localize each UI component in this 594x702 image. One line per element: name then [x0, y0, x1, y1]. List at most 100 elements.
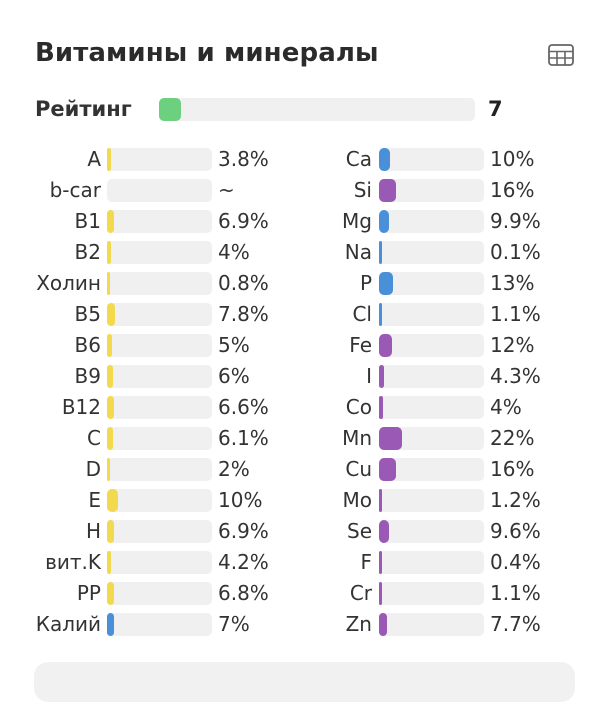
table-icon[interactable] — [548, 44, 574, 66]
vitamin-bar-fill — [107, 551, 111, 574]
mineral-bar — [379, 241, 484, 264]
vitamin-row: Холин 0.8% — [0, 269, 300, 300]
mineral-row: Na 0.1% — [282, 238, 582, 269]
vitamin-name: B9 — [74, 364, 101, 388]
mineral-bar — [379, 210, 484, 233]
mineral-row: Ca 10% — [282, 145, 582, 176]
mineral-percent: 16% — [490, 457, 535, 481]
vitamin-bar — [107, 179, 212, 202]
mineral-row: P 13% — [282, 269, 582, 300]
mineral-name: Se — [347, 519, 372, 543]
mineral-percent: 9.9% — [490, 209, 541, 233]
vitamin-row: C 6.1% — [0, 424, 300, 455]
vitamin-percent: 6.8% — [218, 581, 269, 605]
mineral-bar-fill — [379, 334, 392, 357]
mineral-name: Zn — [345, 612, 372, 636]
mineral-bar — [379, 582, 484, 605]
rating-label: Рейтинг — [35, 97, 132, 121]
vitamin-row: B6 5% — [0, 331, 300, 362]
mineral-bar — [379, 148, 484, 171]
mineral-bar-fill — [379, 582, 382, 605]
vitamin-bar — [107, 520, 212, 543]
vitamin-percent: 7% — [218, 612, 250, 636]
vitamin-percent: 0.8% — [218, 271, 269, 295]
vitamin-row: B1 6.9% — [0, 207, 300, 238]
mineral-name: Mn — [342, 426, 372, 450]
vitamin-row: Калий 7% — [0, 610, 300, 641]
mineral-name: Mg — [342, 209, 372, 233]
vitamin-percent: 2% — [218, 457, 250, 481]
vitamin-bar — [107, 272, 212, 295]
mineral-bar-fill — [379, 551, 382, 574]
vitamin-bar-fill — [107, 241, 111, 264]
mineral-name: Cr — [349, 581, 372, 605]
vitamin-percent: 10% — [218, 488, 263, 512]
mineral-bar-fill — [379, 272, 393, 295]
vitamin-name: B2 — [74, 240, 101, 264]
vitamin-row: E 10% — [0, 486, 300, 517]
mineral-bar — [379, 272, 484, 295]
vitamin-bar — [107, 241, 212, 264]
vitamin-row: H 6.9% — [0, 517, 300, 548]
vitamin-bar — [107, 613, 212, 636]
vitamin-bar-fill — [107, 210, 114, 233]
mineral-bar — [379, 365, 484, 388]
mineral-bar-fill — [379, 179, 396, 202]
mineral-bar-fill — [379, 489, 382, 512]
vitamin-name: C — [87, 426, 101, 450]
mineral-percent: 9.6% — [490, 519, 541, 543]
vitamin-name: PP — [76, 581, 101, 605]
vitamin-percent: 6% — [218, 364, 250, 388]
vitamin-percent: 7.8% — [218, 302, 269, 326]
mineral-bar — [379, 520, 484, 543]
mineral-bar — [379, 613, 484, 636]
rating-bar-fill — [159, 98, 181, 121]
vitamin-name: D — [85, 457, 101, 481]
mineral-bar-fill — [379, 396, 383, 419]
mineral-name: Mo — [342, 488, 373, 512]
vitamin-row: A 3.8% — [0, 145, 300, 176]
bottom-panel — [34, 662, 575, 702]
vitamin-bar-fill — [107, 303, 115, 326]
vitamin-name: Калий — [35, 612, 101, 636]
vitamin-row: B9 6% — [0, 362, 300, 393]
mineral-percent: 4% — [490, 395, 522, 419]
mineral-row: I 4.3% — [282, 362, 582, 393]
mineral-percent: 4.3% — [490, 364, 541, 388]
mineral-percent: 1.2% — [490, 488, 541, 512]
mineral-name: Co — [345, 395, 372, 419]
mineral-row: Zn 7.7% — [282, 610, 582, 641]
mineral-name: Fe — [349, 333, 372, 357]
mineral-bar — [379, 334, 484, 357]
vitamin-bar — [107, 551, 212, 574]
vitamin-bar-fill — [107, 396, 114, 419]
mineral-bar-fill — [379, 365, 384, 388]
mineral-name: F — [360, 550, 372, 574]
mineral-percent: 1.1% — [490, 302, 541, 326]
mineral-bar-fill — [379, 148, 390, 171]
vitamin-percent: 3.8% — [218, 147, 269, 171]
vitamin-name: Холин — [36, 271, 101, 295]
mineral-name: Cl — [352, 302, 372, 326]
mineral-percent: 16% — [490, 178, 535, 202]
mineral-name: I — [366, 364, 372, 388]
vitamin-bar-fill — [107, 520, 114, 543]
vitamin-name: вит.K — [45, 550, 101, 574]
vitamin-bar-fill — [107, 582, 114, 605]
mineral-row: Mo 1.2% — [282, 486, 582, 517]
vitamin-row: B5 7.8% — [0, 300, 300, 331]
mineral-bar — [379, 427, 484, 450]
vitamin-name: B6 — [74, 333, 101, 357]
rating-value: 7 — [488, 97, 503, 121]
mineral-row: Mg 9.9% — [282, 207, 582, 238]
mineral-bar-fill — [379, 210, 389, 233]
mineral-percent: 0.1% — [490, 240, 541, 264]
vitamin-bar-fill — [107, 272, 110, 295]
mineral-bar — [379, 303, 484, 326]
vitamin-bar — [107, 148, 212, 171]
section-title: Витамины и минералы — [35, 38, 379, 68]
mineral-row: F 0.4% — [282, 548, 582, 579]
vitamin-bar — [107, 458, 212, 481]
vitamin-percent: 4.2% — [218, 550, 269, 574]
mineral-percent: 7.7% — [490, 612, 541, 636]
